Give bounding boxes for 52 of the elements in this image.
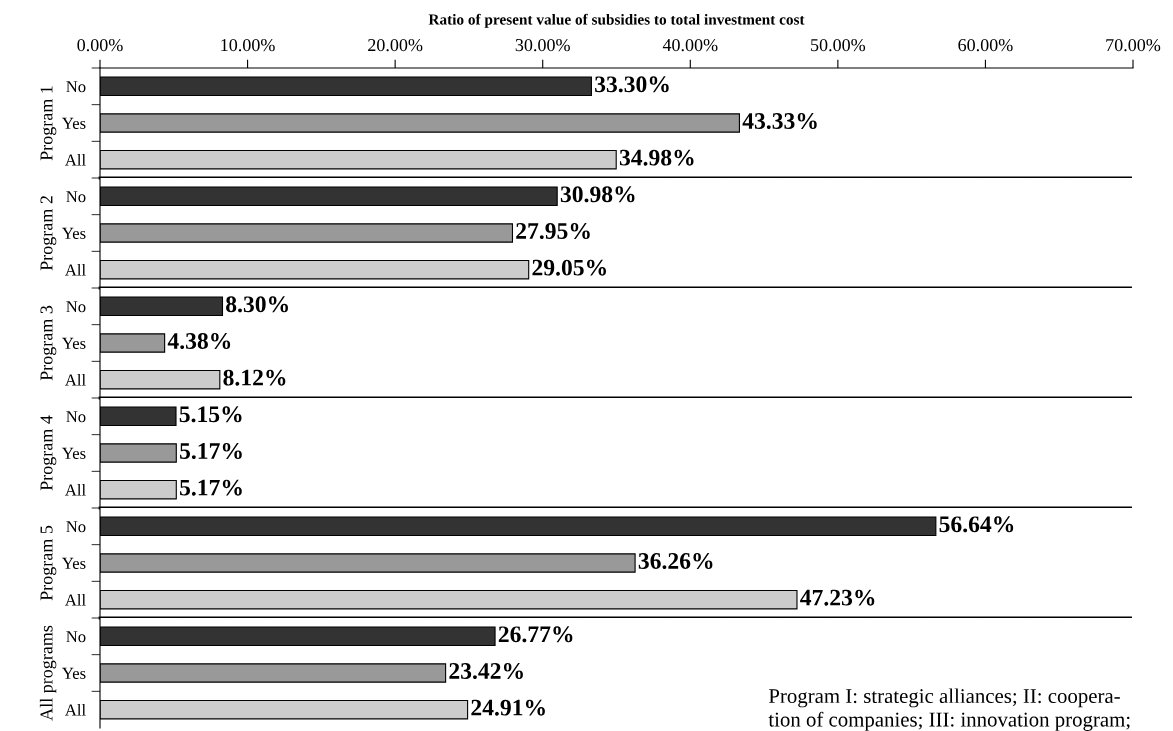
x-tick-label: 60.00%: [958, 38, 1013, 52]
y-tick-label: All: [64, 153, 86, 166]
y-tick-label: No: [66, 631, 86, 643]
y-tick-label: Yes: [62, 667, 86, 679]
y-tick-label: No: [66, 411, 86, 423]
y-tick-label: Yes: [62, 557, 86, 569]
x-axis-title: Ratio of present value of subsidies to total investment cost: [428, 13, 805, 28]
data-label: 24.91%: [471, 699, 545, 716]
data-label: 5.15%: [179, 406, 242, 423]
x-tick-label: 50.00%: [811, 38, 866, 52]
data-label: 27.95%: [516, 222, 590, 240]
y-tick-label: Yes: [62, 117, 86, 129]
x-tick-label: 40.00%: [662, 38, 718, 52]
y-axis-title: Program 2: [40, 196, 57, 271]
y-tick-label: Yes: [62, 227, 86, 239]
annotation: Program I: strategic alliances; II: coopera- tion of companies; III: innovation program;: [768, 688, 1130, 731]
y-axis-title: Program 3: [40, 305, 57, 381]
data-label: 36.26%: [638, 552, 713, 570]
data-label: 56.64%: [939, 516, 1014, 533]
data-label: 26.77%: [498, 626, 573, 643]
data-label: 33.30%: [595, 76, 669, 93]
data-label: 43.33%: [742, 112, 817, 130]
y-tick-label: All: [64, 263, 86, 276]
y-tick-label: All: [64, 483, 86, 496]
data-label: 5.17%: [180, 479, 242, 496]
y-tick-label: No: [66, 521, 86, 533]
x-tick-label: 30.00%: [515, 38, 570, 52]
data-label: 47.23%: [800, 589, 875, 606]
y-tick-label: All: [64, 703, 86, 716]
y-tick-label: No: [66, 81, 86, 93]
data-label: 8.30%: [226, 296, 288, 313]
data-label: 5.17%: [180, 442, 242, 460]
y-tick-label: All: [64, 593, 86, 606]
y-axis-title: Program 4: [40, 415, 57, 491]
x-tick-label: 0.00%: [77, 38, 123, 52]
data-label: 8.12%: [223, 369, 286, 386]
y-tick-label: Yes: [62, 447, 86, 459]
y-axis-title: All programs: [39, 625, 57, 721]
y-tick-label: Yes: [62, 337, 86, 349]
data-label: 23.42%: [449, 662, 523, 680]
y-tick-label: No: [66, 191, 86, 203]
data-label: 30.98%: [560, 186, 635, 203]
x-tick-label: 70.00%: [1106, 38, 1161, 52]
data-label: 4.38%: [167, 332, 231, 350]
y-axis-title: Program 1: [40, 86, 57, 161]
data-label: 29.05%: [532, 259, 606, 276]
x-tick-label: 20.00%: [368, 38, 423, 52]
y-tick-label: No: [66, 301, 86, 313]
y-axis-title: Program 5: [40, 525, 57, 601]
y-tick-label: All: [64, 373, 86, 386]
data-label: 34.98%: [619, 149, 694, 166]
x-tick-label: 10.00%: [221, 38, 275, 52]
